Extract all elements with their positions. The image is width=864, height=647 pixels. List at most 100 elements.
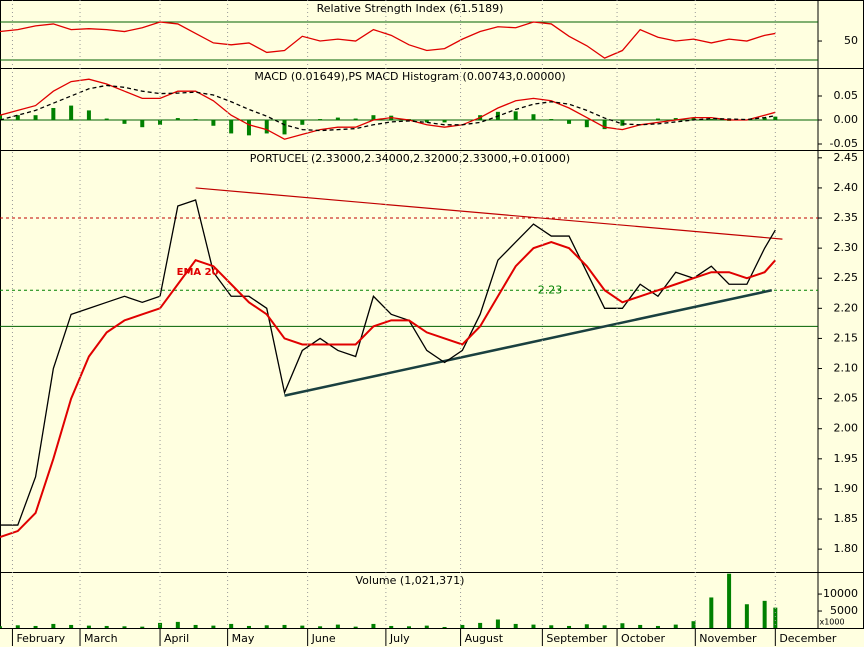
bar bbox=[531, 624, 536, 628]
series-label: EMA 20 bbox=[177, 267, 219, 278]
bar bbox=[193, 119, 198, 120]
bar bbox=[246, 625, 251, 628]
unit-label: x1000 bbox=[819, 618, 844, 627]
x-tick-label: October bbox=[621, 632, 665, 645]
bar bbox=[353, 626, 358, 628]
bar bbox=[389, 625, 394, 628]
panel-title: PORTUCEL (2.33000,2.34000,2.32000,2.3300… bbox=[250, 152, 570, 165]
y-tick-label: 0.05 bbox=[834, 89, 859, 102]
series-line bbox=[0, 199, 776, 526]
bar bbox=[673, 118, 678, 120]
series-line bbox=[0, 84, 776, 132]
bar bbox=[513, 111, 518, 120]
bar bbox=[655, 118, 660, 120]
bar bbox=[193, 624, 198, 628]
y-tick-label: 2.10 bbox=[834, 362, 859, 375]
bar bbox=[773, 607, 778, 628]
bar bbox=[140, 119, 145, 128]
bar bbox=[86, 110, 91, 120]
bar bbox=[567, 119, 572, 124]
x-tick-label: December bbox=[779, 632, 837, 645]
bar bbox=[104, 625, 109, 628]
bar bbox=[122, 119, 127, 124]
bar bbox=[33, 115, 38, 120]
bar bbox=[460, 624, 465, 628]
bar bbox=[175, 621, 180, 628]
bar bbox=[69, 105, 74, 120]
bar bbox=[211, 119, 216, 126]
x-tick-label: February bbox=[16, 632, 65, 645]
bar bbox=[371, 623, 376, 628]
bar bbox=[513, 623, 518, 628]
y-tick-label: 2.00 bbox=[834, 422, 859, 435]
y-tick-label: 1.95 bbox=[834, 452, 859, 465]
y-tick-label: 2.25 bbox=[834, 271, 859, 284]
x-tick-label: May bbox=[232, 632, 255, 645]
x-tick-label: March bbox=[84, 632, 118, 645]
bar bbox=[175, 118, 180, 120]
bar bbox=[158, 622, 163, 628]
bar bbox=[86, 625, 91, 628]
bar bbox=[567, 625, 572, 628]
bar bbox=[51, 107, 56, 120]
y-tick-label: 50 bbox=[844, 34, 858, 47]
bar bbox=[762, 117, 767, 120]
panel-title: Volume (1,021,371) bbox=[356, 574, 465, 587]
y-tick-label: 2.05 bbox=[834, 392, 859, 405]
x-tick-label: August bbox=[465, 632, 504, 645]
panel-title: MACD (0.01649),PS MACD Histogram (0.0074… bbox=[254, 70, 565, 83]
panel-title: Relative Strength Index (61.5189) bbox=[317, 2, 504, 15]
panel bbox=[0, 150, 864, 573]
bar bbox=[424, 119, 429, 123]
bar bbox=[51, 623, 56, 628]
bar bbox=[673, 624, 678, 628]
y-tick-label: 2.15 bbox=[834, 331, 859, 344]
bar bbox=[0, 626, 2, 628]
bar bbox=[246, 119, 251, 136]
bar bbox=[300, 119, 305, 125]
bar bbox=[727, 573, 732, 628]
bar bbox=[709, 119, 714, 120]
bar bbox=[229, 119, 234, 134]
bar bbox=[104, 118, 109, 120]
y-tick-label: 2.20 bbox=[834, 301, 859, 314]
x-tick-label: July bbox=[389, 632, 410, 645]
bar bbox=[638, 624, 643, 628]
bar bbox=[318, 119, 323, 120]
bar bbox=[602, 119, 607, 130]
bar bbox=[584, 119, 589, 128]
y-tick-label: 0.00 bbox=[834, 113, 859, 126]
series-line bbox=[0, 241, 777, 539]
bar bbox=[229, 623, 234, 628]
x-tick-label: June bbox=[311, 632, 336, 645]
bar bbox=[655, 625, 660, 628]
bar bbox=[762, 600, 767, 628]
y-tick-label: 1.80 bbox=[834, 542, 859, 555]
x-tick-label: April bbox=[164, 632, 189, 645]
bar bbox=[318, 626, 323, 628]
bar bbox=[709, 597, 714, 628]
series-line bbox=[0, 78, 776, 140]
x-tick-label: November bbox=[699, 632, 757, 645]
bar bbox=[158, 119, 163, 125]
bar bbox=[15, 115, 20, 120]
bar bbox=[211, 625, 216, 628]
bar bbox=[282, 119, 287, 135]
bar bbox=[264, 119, 269, 134]
bar bbox=[442, 626, 447, 628]
y-tick-label: 5000 bbox=[830, 604, 858, 617]
bar bbox=[773, 116, 778, 120]
bar bbox=[335, 117, 340, 120]
bar bbox=[691, 117, 696, 120]
bar bbox=[0, 115, 2, 120]
bar bbox=[691, 621, 696, 628]
bar bbox=[549, 119, 554, 120]
bar bbox=[442, 119, 447, 123]
bar bbox=[620, 119, 625, 126]
bar bbox=[69, 624, 74, 628]
bar bbox=[495, 619, 500, 628]
bar bbox=[424, 625, 429, 628]
series-line bbox=[0, 21, 776, 59]
